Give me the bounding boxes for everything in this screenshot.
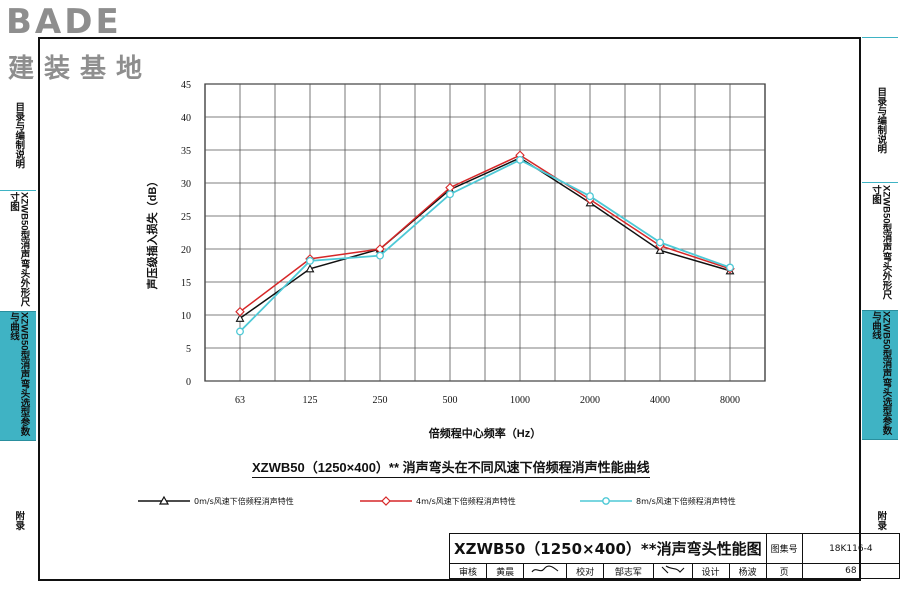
x-tick-label: 1000 [510,395,530,406]
y-tick-label: 25 [181,212,191,223]
y-tick-label: 0 [186,377,191,388]
atlas-number: 18K116-4 [801,533,900,564]
page-label: 页 [765,563,803,579]
x-tick-label: 125 [303,395,318,406]
drawing-title: XZWB50（1250×400）**消声弯头性能图 [449,533,767,564]
legend-label: 8m/s风速下倍频程消声特性 [636,496,736,506]
right-sidebar-item-selection[interactable]: XZWB50型消声弯头选型参数与曲线 [862,310,898,440]
series-line [239,157,731,319]
page-number: 68 [801,563,900,579]
data-point [516,155,524,164]
series-line [239,154,731,313]
x-axis-label: 倍频程中心频率（Hz） [429,426,541,440]
sidebar-divider [862,182,898,183]
right-sidebar-item-appendix[interactable]: 附录 [875,510,887,530]
right-sidebar-item-contents[interactable]: 目录与编制说明 [875,86,887,154]
data-point [235,306,245,317]
legend-label: 4m/s风速下倍频程消声特性 [416,496,516,506]
left-sidebar-item-appendix[interactable]: 附录 [13,510,25,530]
drawing-frame [38,37,861,581]
y-tick-label: 5 [186,344,191,355]
series-line [239,158,731,333]
data-point [656,238,664,247]
title-block: XZWB50（1250×400）**消声弯头性能图 图集号 18K116-4 审… [448,533,900,579]
x-tick-label: 500 [443,395,458,406]
chart-title: XZWB50（1250×400）** 消声弯头在不同风速下倍频程消声性能曲线 [252,457,650,478]
design-label: 设计 [691,563,730,579]
right-sidebar-item-dimensions[interactable]: XZWB50型消声弯头外形尺寸图 [870,185,892,300]
checker-name: 郜志军 [603,563,654,579]
data-point [305,264,315,273]
x-tick-label: 250 [373,395,388,406]
atlas-number-label: 图集号 [765,533,803,564]
data-point [586,192,594,201]
legend-item-8ms: 8m/s风速下倍频程消声特性 [580,494,736,508]
check-label: 校对 [566,563,605,579]
data-point [376,251,384,260]
y-tick-label: 10 [181,311,191,322]
x-tick-label: 8000 [720,395,740,406]
reviewer-signature [523,563,568,579]
y-axis-label: 声压级插入损失（dB） [145,176,159,291]
logo-subtitle: 建装基地 [8,54,153,84]
data-point [446,190,454,199]
reviewer-name: 黄晨 [486,563,525,579]
data-point [236,327,244,336]
legend-label: 0m/s风速下倍频程消声特性 [194,496,294,506]
data-point [726,263,734,272]
y-tick-label: 40 [181,113,191,124]
sidebar-divider [0,190,36,191]
left-sidebar-item-selection[interactable]: XZWB50型消声弯头选型参数与曲线 [0,311,36,441]
review-label: 审核 [448,563,488,579]
left-sidebar-item-contents[interactable]: 目录与编制说明 [13,101,25,169]
y-tick-label: 15 [181,278,191,289]
y-tick-label: 20 [181,245,191,256]
legend-item-4ms: 4m/s风速下倍频程消声特性 [360,494,516,508]
checker-signature [652,563,693,579]
x-tick-label: 63 [235,395,245,406]
data-point [235,313,245,322]
logo-text: BADE [6,2,122,42]
legend-item-0ms: 0m/s风速下倍频程消声特性 [138,494,294,508]
x-tick-label: 4000 [650,395,670,406]
designer-name: 杨波 [728,563,767,579]
sidebar-divider [862,37,898,38]
data-point [306,256,314,265]
y-tick-label: 45 [181,80,191,91]
left-sidebar-item-dimensions[interactable]: XZWB50型消声弯头外形尺寸图 [8,192,30,307]
y-tick-label: 30 [181,179,191,190]
x-tick-label: 2000 [580,395,600,406]
y-tick-label: 35 [181,146,191,157]
